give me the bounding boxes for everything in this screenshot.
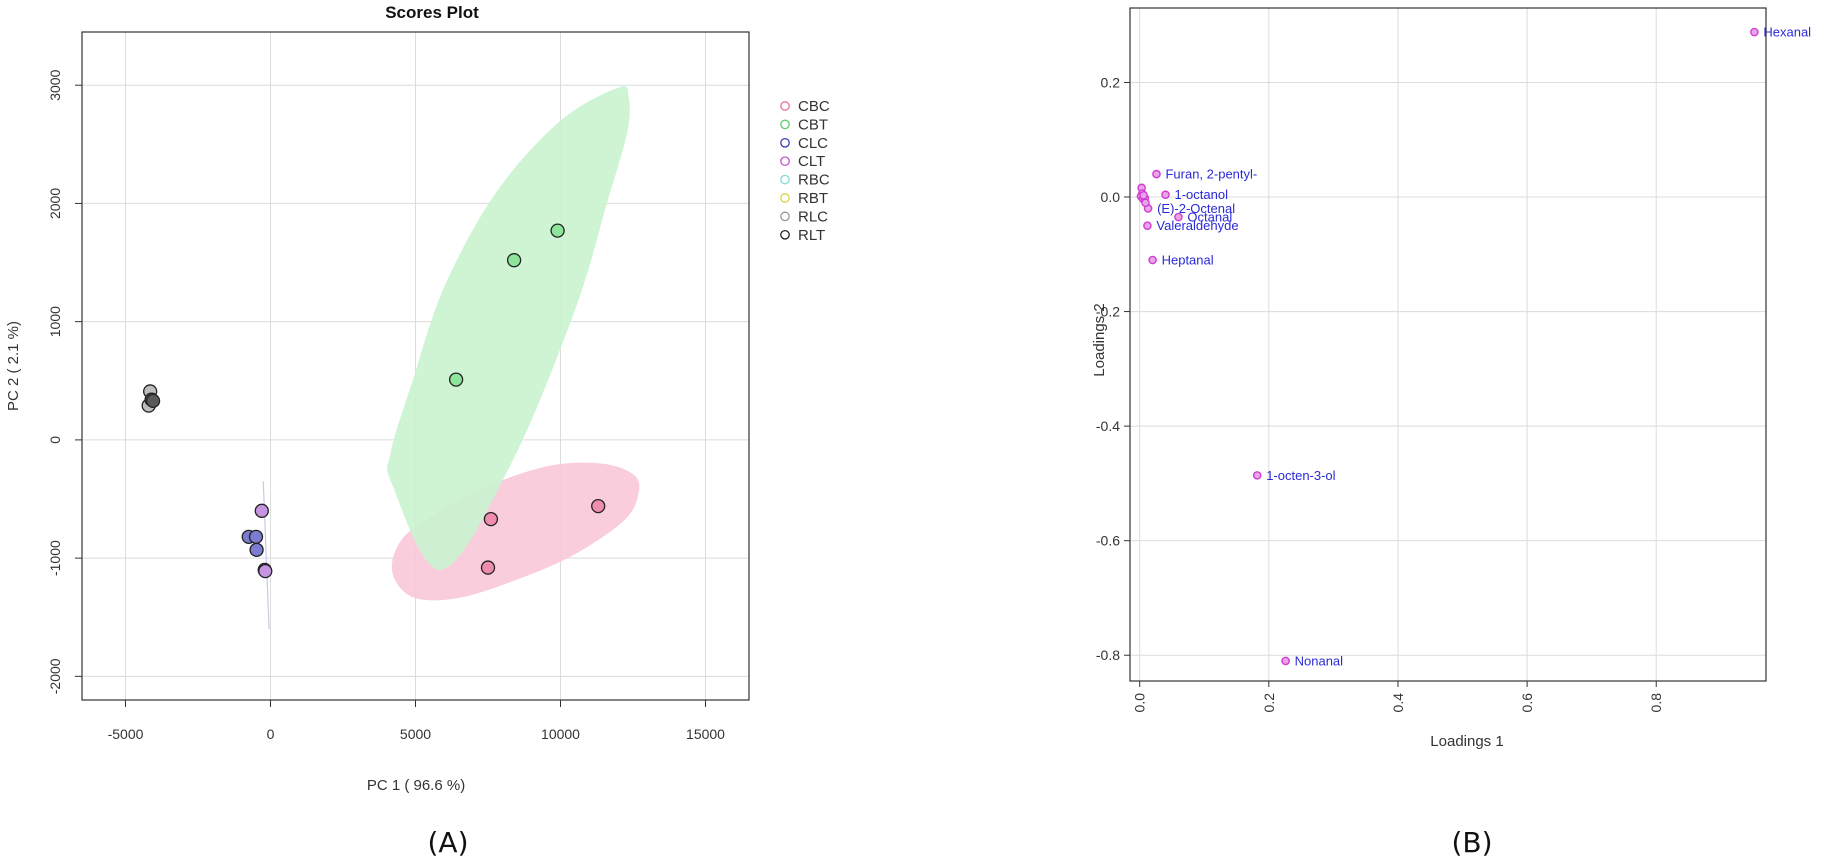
loadings-x-tick-label: 0.0 [1132, 693, 1148, 713]
loading-point [1281, 656, 1290, 666]
loading-label: 1-octen-3-ol [1266, 468, 1335, 483]
scores-plot-grid [82, 32, 749, 700]
point-cbt [550, 223, 565, 238]
loading-point [1252, 471, 1262, 480]
scores-y-tick-label: 0 [47, 436, 63, 444]
loading-point [1141, 198, 1150, 208]
scores-plot-y-ticks: -2000 -1000 0 1000 2000 3000 [47, 69, 82, 694]
loading-label: Heptanal [1162, 253, 1214, 268]
loadings-plot-x-label: Loadings 1 [1430, 733, 1503, 750]
loading-point [1161, 190, 1170, 200]
scores-x-tick-label: 0 [267, 726, 275, 742]
panel-a-caption: (A) [427, 826, 468, 859]
scores-y-tick-label: 3000 [47, 69, 63, 100]
loading-point [1174, 212, 1183, 222]
panel-b-caption: (B) [1451, 826, 1492, 859]
ellipse-cbt [387, 86, 630, 571]
legend-label-cbt: CBT [798, 116, 828, 133]
loadings-y-tick-label: 0.0 [1101, 189, 1121, 205]
ellipse-cbc [391, 462, 640, 601]
loading-label: Octanal [1187, 210, 1232, 225]
legend-marker-rbc [780, 174, 790, 185]
loading-label: Furan, 2-pentyl- [1165, 167, 1257, 182]
loadings-plot-points: Hexanal Furan, 2-pentyl- 1-octanol(E)-2-Oc… [1136, 25, 1811, 668]
legend-label-clt: CLT [798, 153, 825, 170]
legend-marker-cbt [780, 119, 790, 130]
loadings-x-tick-label: 0.2 [1261, 693, 1277, 713]
loadings-x-tick-label: 0.6 [1519, 693, 1535, 713]
loading-label: 1-octanol [1175, 187, 1229, 202]
loading-label: (E)-2-Octenal [1157, 201, 1235, 216]
loadings-plot-y-ticks: -0.8 -0.6 -0.4 -0.2 0.0 0.2 [1096, 74, 1130, 663]
point-rlt [145, 393, 161, 409]
scores-plot-ellipses [387, 86, 640, 601]
legend-marker-cbc [780, 101, 790, 111]
point-cbc [591, 498, 606, 514]
legend-marker-clc [780, 137, 790, 148]
loadings-y-tick-label: -0.2 [1096, 304, 1120, 320]
loadings-y-tick-label: -0.4 [1096, 418, 1120, 434]
legend-label-rbt: RBT [798, 190, 828, 207]
loading-point [1750, 27, 1759, 37]
loadings-plot-y-label: Loadings 2 [1091, 303, 1108, 376]
point-clc [248, 529, 264, 544]
loading-label: Nonanal [1295, 653, 1344, 668]
legend-marker-rlc [780, 211, 790, 222]
legend-label-rlc: RLC [798, 208, 828, 225]
legend-marker-clt [780, 156, 790, 167]
scores-x-tick-label: 10000 [541, 726, 580, 742]
legend-marker-rlt [780, 229, 790, 240]
loading-point [1143, 221, 1152, 230]
loadings-plot-grid [1130, 8, 1766, 681]
loading-point [1152, 169, 1161, 179]
loadings-plot-panel: Hexanal Furan, 2-pentyl- 1-octanol(E)-2-Oc… [1091, 7, 1811, 859]
legend-label-rbc: RBC [798, 172, 830, 189]
loading-point [1139, 190, 1148, 200]
point-clc [249, 542, 264, 557]
loadings-plot-x-ticks: 0.0 0.2 0.4 0.6 0.8 [1132, 681, 1664, 713]
point-cbc [483, 511, 499, 527]
scores-x-tick-label: -5000 [108, 726, 144, 742]
point-cbt [506, 253, 522, 268]
legend-label-cbc: CBC [798, 98, 830, 115]
scores-y-tick-label: -2000 [47, 658, 63, 694]
scores-plot-title: Scores Plot [385, 3, 479, 22]
scores-y-tick-label: 1000 [47, 306, 63, 337]
scores-y-tick-label: 2000 [47, 188, 63, 219]
loadings-x-tick-label: 0.4 [1390, 693, 1406, 713]
loading-label: Valeraldehyde [1156, 218, 1238, 233]
loading-label: Hexanal [1763, 25, 1811, 40]
point-clt [254, 503, 269, 518]
scores-y-tick-label: -1000 [47, 540, 63, 576]
scores-x-tick-label: 15000 [686, 726, 725, 742]
scores-plot-x-ticks: -5000 0 5000 10000 15000 [108, 700, 725, 742]
loadings-y-tick-label: -0.6 [1096, 533, 1120, 549]
scores-plot-y-label: PC 2 ( 2.1 %) [5, 321, 22, 411]
loadings-plot-frame [1129, 7, 1767, 682]
scores-plot-x-label: PC 1 ( 96.6 %) [367, 777, 465, 794]
legend-label-clc: CLC [798, 135, 828, 152]
point-clt [258, 563, 273, 579]
clc-ellipse-trace [262, 481, 270, 630]
scores-plot-panel: Scores Plot -5000 0 5000 10000 15000 -2000-1… [5, 3, 830, 859]
point-cbt [448, 372, 464, 387]
loadings-y-tick-label: 0.2 [1101, 74, 1121, 90]
loadings-y-tick-label: -0.8 [1096, 647, 1120, 663]
point-cbc [480, 560, 496, 575]
legend-marker-rbt [780, 193, 790, 203]
loading-point [1148, 255, 1157, 265]
scores-plot-points [141, 223, 606, 579]
loadings-x-tick-label: 0.8 [1648, 693, 1664, 713]
scores-x-tick-label: 5000 [400, 726, 431, 742]
scores-plot-crosshair [262, 481, 270, 630]
legend-label-rlt: RLT [798, 227, 825, 244]
